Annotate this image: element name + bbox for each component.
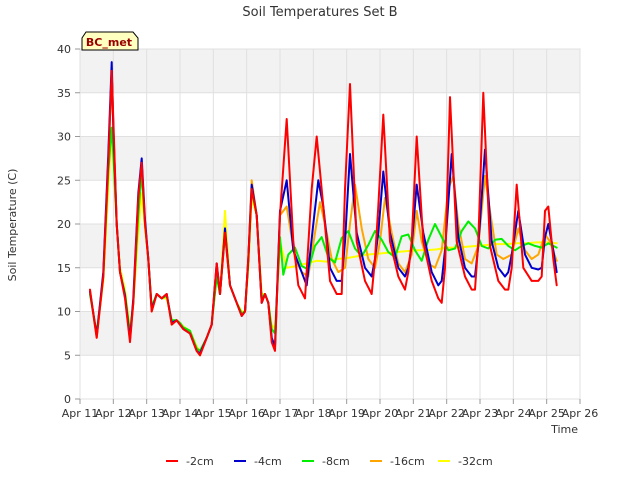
legend-label: -2cm bbox=[186, 455, 214, 468]
x-tick-label: Apr 22 bbox=[428, 407, 465, 420]
y-tick-label: 35 bbox=[57, 87, 71, 100]
x-tick-label: Apr 11 bbox=[62, 407, 99, 420]
plot-band bbox=[80, 136, 580, 181]
y-tick-label: 25 bbox=[57, 174, 71, 187]
legend-label: -32cm bbox=[458, 455, 493, 468]
x-tick-label: Apr 15 bbox=[195, 407, 232, 420]
y-tick-label: 0 bbox=[64, 393, 71, 406]
x-tick-label: Apr 23 bbox=[462, 407, 499, 420]
site-badge-shape bbox=[81, 31, 139, 51]
y-axis-ticks: 0 5 10 15 20 25 30 35 40 bbox=[57, 43, 80, 406]
plot-background-bands bbox=[80, 49, 580, 399]
y-tick-label: 10 bbox=[57, 306, 71, 319]
x-tick-label: Apr 24 bbox=[495, 407, 532, 420]
x-tick-label: Apr 26 bbox=[562, 407, 599, 420]
legend-label: -8cm bbox=[322, 455, 350, 468]
x-tick-label: Apr 18 bbox=[295, 407, 332, 420]
x-tick-label: Apr 14 bbox=[162, 407, 199, 420]
x-axis-label: Time bbox=[550, 423, 578, 436]
plot-band bbox=[80, 49, 580, 93]
legend-label: -4cm bbox=[254, 455, 282, 468]
legend: -2cm -4cm -8cm -16cm -32cm bbox=[166, 455, 493, 468]
y-tick-label: 5 bbox=[64, 349, 71, 362]
plot-band bbox=[80, 311, 580, 356]
x-tick-label: Apr 25 bbox=[528, 407, 565, 420]
y-tick-label: 20 bbox=[57, 218, 71, 231]
plot-band bbox=[80, 92, 580, 137]
site-badge-label: BC_met bbox=[86, 36, 132, 49]
series-line-2cmcm bbox=[89, 69, 558, 357]
chart-title: Soil Temperatures Set B bbox=[242, 5, 397, 20]
y-tick-label: 15 bbox=[57, 262, 71, 275]
x-tick-label: Apr 21 bbox=[395, 407, 432, 420]
plot-band bbox=[80, 355, 580, 399]
x-tick-label: Apr 13 bbox=[128, 407, 165, 420]
plot-band bbox=[80, 180, 580, 224]
y-tick-label: 30 bbox=[57, 131, 71, 144]
x-tick-label: Apr 19 bbox=[328, 407, 365, 420]
x-tick-label: Apr 17 bbox=[262, 407, 299, 420]
y-axis-label: Soil Temperature (C) bbox=[6, 169, 19, 282]
x-tick-label: Apr 12 bbox=[95, 407, 132, 420]
series-lines bbox=[89, 61, 558, 357]
x-tick-label: Apr 20 bbox=[362, 407, 399, 420]
legend-label: -16cm bbox=[390, 455, 425, 468]
x-tick-label: Apr 16 bbox=[228, 407, 265, 420]
y-tick-label: 40 bbox=[57, 43, 71, 56]
site-badge: BC_met bbox=[81, 31, 139, 51]
